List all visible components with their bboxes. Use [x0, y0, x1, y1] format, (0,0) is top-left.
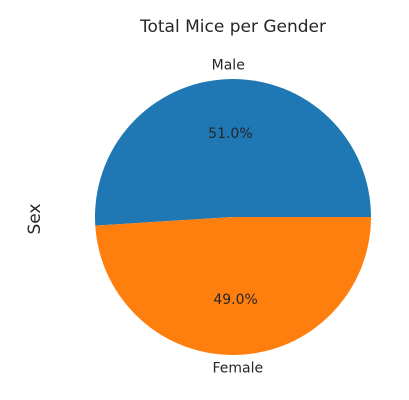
chart-title: Total Mice per Gender — [139, 17, 326, 37]
slice-label-male: Male — [212, 57, 245, 73]
pie-slice-female — [95, 217, 371, 355]
y-axis-label: Sex — [25, 203, 45, 234]
slice-label-female: Female — [212, 361, 263, 377]
slice-percent-male: 51.0% — [208, 126, 252, 142]
pie-slice-male — [94, 78, 372, 226]
pie-slices — [94, 78, 372, 355]
slice-percent-female: 49.0% — [213, 292, 257, 308]
pie-labels: Male 51.0% Female 49.0% — [208, 57, 263, 376]
